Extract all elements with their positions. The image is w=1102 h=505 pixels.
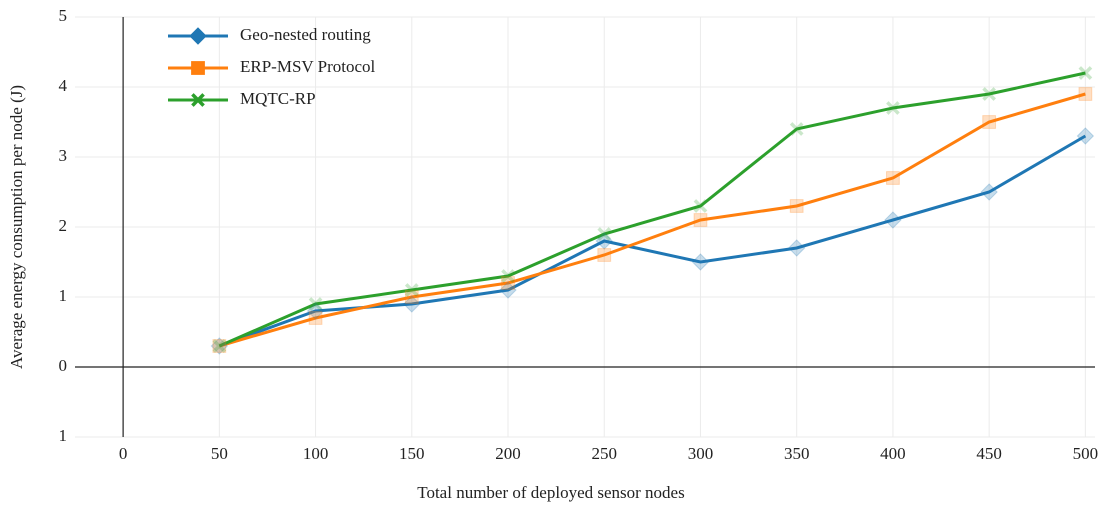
marker xyxy=(499,281,517,299)
x-tick-label: 200 xyxy=(495,444,521,463)
marker xyxy=(191,93,205,107)
marker xyxy=(980,183,998,201)
marker xyxy=(404,290,419,304)
marker xyxy=(597,248,612,262)
marker xyxy=(501,276,515,290)
marker xyxy=(1078,87,1093,101)
x-tick-label: 100 xyxy=(303,444,329,463)
x-tick-label: 250 xyxy=(591,444,617,463)
marker xyxy=(308,311,323,325)
marker xyxy=(982,115,997,129)
x-tick-label: 450 xyxy=(976,444,1002,463)
y-tick-label: 1 xyxy=(59,286,68,305)
marker xyxy=(597,227,612,241)
marker xyxy=(191,61,205,75)
marker xyxy=(1076,127,1095,145)
x-tick-label: 150 xyxy=(399,444,425,463)
series-line xyxy=(218,71,1086,348)
x-tick-label: 50 xyxy=(211,444,228,463)
legend: Geo-nested routing ERP-MSV Protocol MQTC-R… xyxy=(168,25,376,108)
marker xyxy=(189,27,207,45)
marker xyxy=(982,87,996,101)
marker xyxy=(403,295,421,313)
legend-label: MQTC-RP xyxy=(240,89,316,108)
x-tick-label: 500 xyxy=(1073,444,1099,463)
x-axis-title: Total number of deployed sensor nodes xyxy=(417,483,684,502)
y-tick-label: 1 xyxy=(59,426,68,445)
y-axis-title: Average energy consumption per node (J) xyxy=(7,85,26,369)
y-tick-label: 0 xyxy=(59,356,68,375)
marker xyxy=(693,199,708,213)
marker xyxy=(884,211,902,229)
marker xyxy=(693,213,708,227)
legend-label: Geo-nested routing xyxy=(240,25,371,44)
marker xyxy=(1078,66,1093,80)
marker xyxy=(595,232,613,250)
marker xyxy=(212,339,227,353)
marker xyxy=(789,199,804,213)
y-tick-label: 4 xyxy=(59,76,68,95)
marker xyxy=(212,339,227,353)
y-tick-label: 2 xyxy=(59,216,68,235)
y-tick-label: 3 xyxy=(59,146,68,165)
marker xyxy=(886,101,900,115)
legend-label: ERP-MSV Protocol xyxy=(240,57,376,76)
marker xyxy=(691,253,710,271)
marker xyxy=(886,171,900,185)
marker xyxy=(501,269,515,283)
series-line xyxy=(218,134,1087,348)
marker xyxy=(789,122,804,136)
marker xyxy=(404,283,419,297)
x-tick-label: 300 xyxy=(688,444,714,463)
marker xyxy=(308,297,323,311)
marker xyxy=(787,239,806,257)
x-tick-label: 0 xyxy=(119,444,128,463)
x-tick-label: 350 xyxy=(784,444,810,463)
y-tick-label: 5 xyxy=(59,6,68,25)
marker xyxy=(210,337,229,355)
x-tick-label: 400 xyxy=(880,444,906,463)
marker xyxy=(306,302,325,320)
grid xyxy=(75,16,1095,438)
series-line xyxy=(218,92,1086,348)
